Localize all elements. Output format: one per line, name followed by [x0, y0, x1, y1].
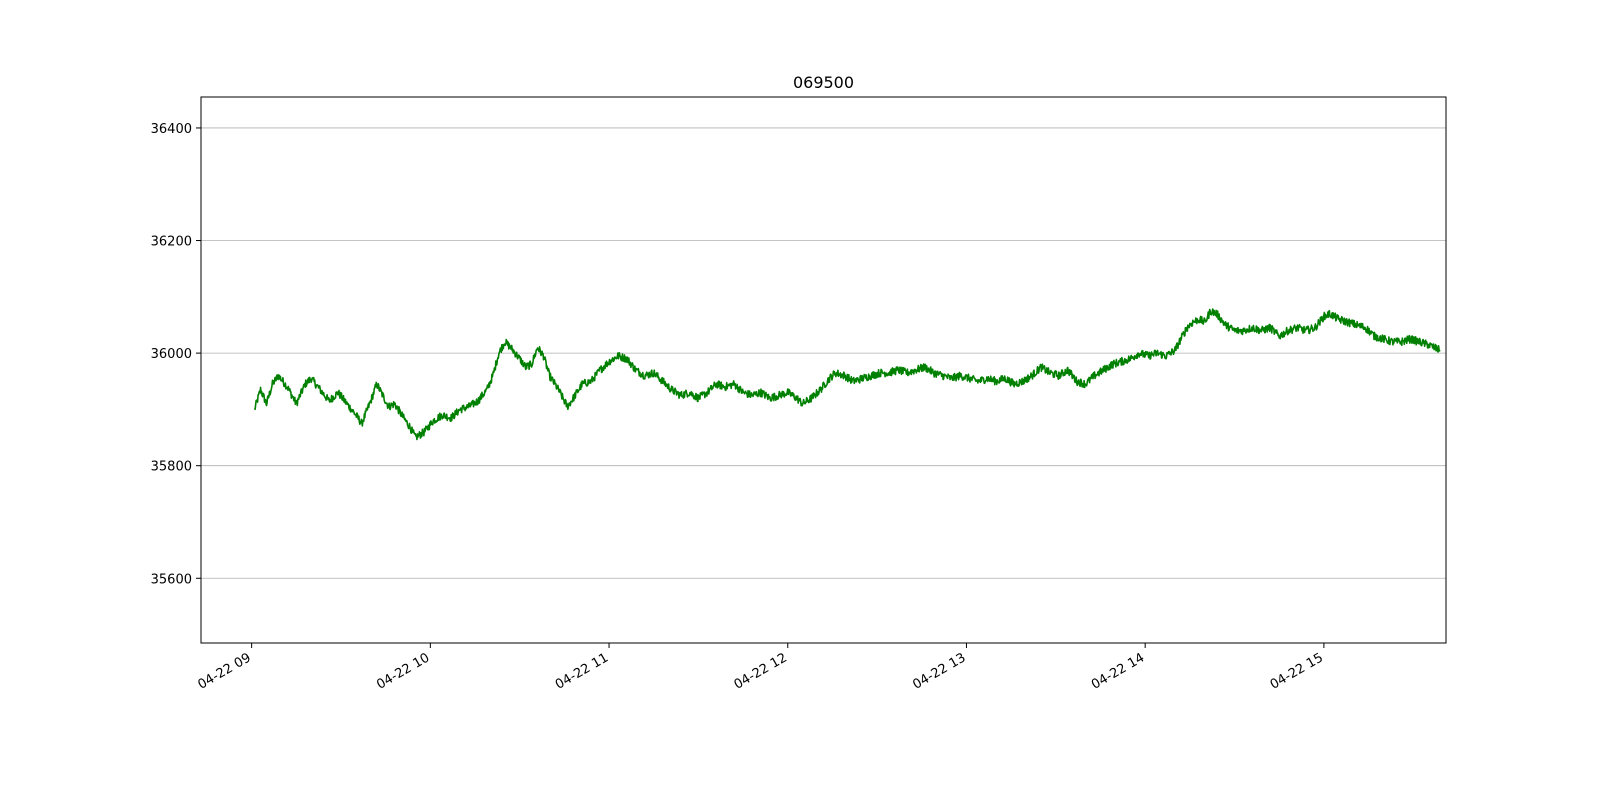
- y-tick-label: 36400: [151, 122, 192, 137]
- y-tick-label: 36200: [151, 235, 192, 250]
- y-tick-label: 35600: [151, 572, 192, 587]
- series-layer: [253, 308, 1441, 441]
- y-axis: 35600 35800 36000 36200 36400: [151, 122, 201, 587]
- price-series-line: [253, 308, 1441, 441]
- chart-title: 069500: [793, 73, 854, 92]
- y-tick-label: 36000: [151, 347, 192, 362]
- plot-area-frame: [200, 96, 1447, 644]
- y-gridlines: [201, 127, 1446, 579]
- y-tick-label: 35800: [151, 460, 192, 475]
